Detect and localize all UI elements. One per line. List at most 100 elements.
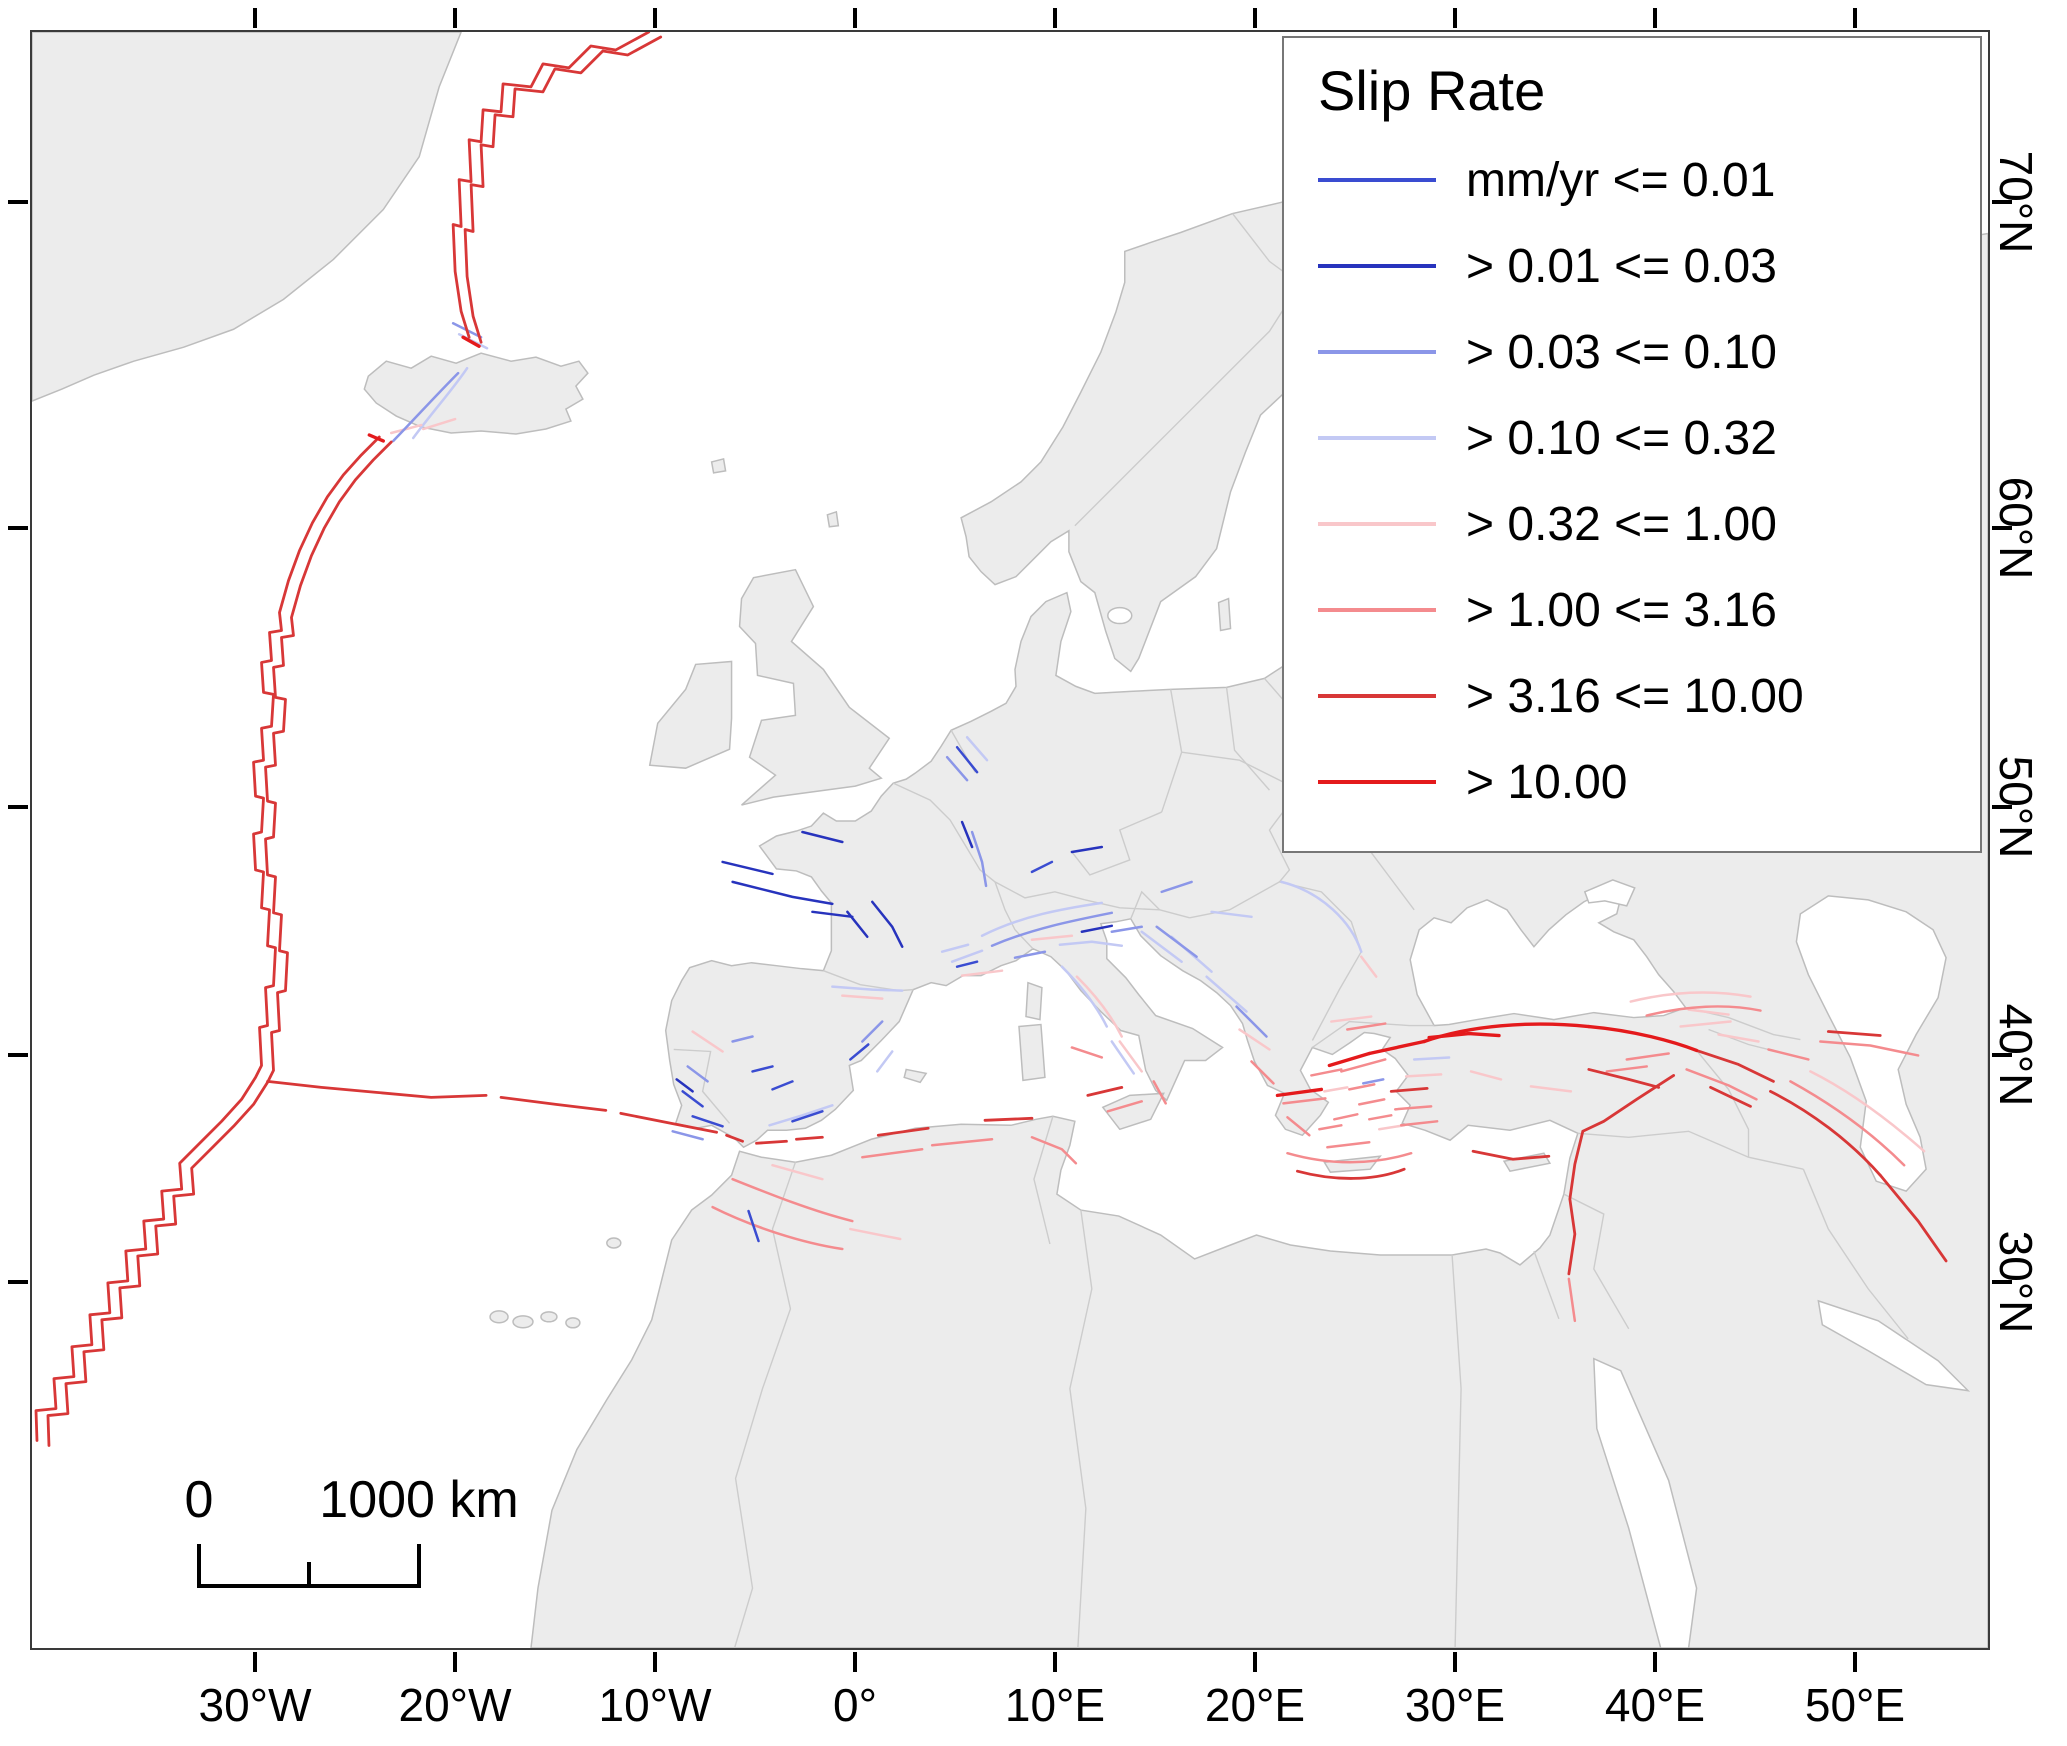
legend: Slip Rate mm/yr <= 0.01 > 0.01 <= 0.03 >… bbox=[1282, 36, 1982, 853]
lake-vanern bbox=[1107, 606, 1133, 625]
fault-layer-slip-lt-0.01 bbox=[681, 745, 1054, 1243]
shetland-islands bbox=[826, 510, 840, 528]
axis-tick bbox=[8, 805, 28, 809]
axis-tick bbox=[453, 1652, 457, 1672]
lon-axis-label: 20°W bbox=[398, 1679, 512, 1731]
fault-layer-slip-0.32-1.00 bbox=[390, 417, 1926, 1241]
map-plot-area: Slip Rate mm/yr <= 0.01 > 0.01 <= 0.03 >… bbox=[30, 30, 1990, 1650]
fault-layer-slip-3.16-10.00 bbox=[34, 32, 1948, 1447]
canary-island bbox=[565, 1317, 581, 1329]
lon-axis-label: 0° bbox=[833, 1679, 877, 1731]
axis-tick bbox=[1853, 1652, 1857, 1672]
lat-axis-label: 30°N bbox=[1990, 1230, 2042, 1334]
legend-line-swatch bbox=[1318, 436, 1436, 440]
axis-tick bbox=[853, 1652, 857, 1672]
scalebar-distance-label: 1000 km bbox=[319, 1471, 519, 1529]
lat-axis-label: 50°N bbox=[1990, 755, 2042, 859]
canary-island bbox=[489, 1310, 509, 1324]
lon-axis-label: 50°E bbox=[1804, 1679, 1906, 1731]
axis-tick bbox=[1653, 1652, 1657, 1672]
corsica-island bbox=[1025, 981, 1043, 1021]
legend-item-label: mm/yr <= 0.01 bbox=[1466, 153, 1776, 207]
madeira-island bbox=[606, 1237, 622, 1249]
canary-island bbox=[512, 1315, 534, 1329]
scalebar-tick bbox=[417, 1544, 421, 1588]
greenland-landmass bbox=[32, 32, 462, 402]
lat-axis-label: 70°N bbox=[1990, 150, 2042, 254]
axis-tick bbox=[1253, 1652, 1257, 1672]
legend-row: > 0.10 <= 0.32 bbox=[1318, 395, 1956, 481]
legend-line-swatch bbox=[1318, 350, 1436, 354]
lon-axis-label: 30°E bbox=[1404, 1679, 1506, 1731]
legend-item-label: > 0.10 <= 0.32 bbox=[1466, 411, 1777, 465]
fault-layer-slip-1.00-3.16 bbox=[711, 1005, 1920, 1323]
axis-tick bbox=[253, 8, 257, 28]
lon-axis-label: 30°W bbox=[198, 1679, 312, 1731]
lat-axis-label: 40°N bbox=[1990, 1003, 2042, 1107]
sea-of-azov bbox=[1583, 879, 1636, 907]
axis-tick bbox=[1253, 8, 1257, 28]
legend-item-label: > 0.03 <= 0.10 bbox=[1466, 325, 1777, 379]
legend-line-swatch bbox=[1318, 780, 1436, 784]
legend-line-swatch bbox=[1318, 178, 1436, 182]
scalebar-tick bbox=[307, 1562, 311, 1588]
red-sea bbox=[1593, 1357, 1698, 1648]
legend-row: > 0.03 <= 0.10 bbox=[1318, 309, 1956, 395]
axis-tick bbox=[253, 1652, 257, 1672]
axis-tick bbox=[8, 200, 28, 204]
axis-tick bbox=[1992, 1280, 2012, 1284]
persian-gulf bbox=[1817, 1299, 1971, 1392]
caspian-sea bbox=[1795, 895, 1947, 1192]
canary-island bbox=[540, 1311, 558, 1323]
axis-tick bbox=[8, 1053, 28, 1057]
scalebar-tick bbox=[197, 1544, 201, 1588]
legend-title: Slip Rate bbox=[1318, 59, 1546, 122]
axis-tick bbox=[1053, 8, 1057, 28]
legend-line-swatch bbox=[1318, 264, 1436, 268]
lon-axis-label: 20°E bbox=[1204, 1679, 1306, 1731]
legend-line-swatch bbox=[1318, 694, 1436, 698]
fault-layer-slip-0.01-0.03 bbox=[675, 820, 1114, 1093]
lat-axis-label: 60°N bbox=[1990, 476, 2042, 580]
legend-row: > 10.00 bbox=[1318, 739, 1956, 825]
axis-tick bbox=[453, 8, 457, 28]
legend-row: > 1.00 <= 3.16 bbox=[1318, 567, 1956, 653]
sardinia-island bbox=[1018, 1023, 1046, 1082]
fault-layer-slip-0.03-0.10 bbox=[392, 322, 1385, 1141]
scalebar bbox=[197, 1544, 421, 1588]
black-sea bbox=[1409, 891, 1687, 1027]
axis-tick bbox=[1992, 200, 2012, 204]
axis-tick bbox=[1053, 1652, 1057, 1672]
axis-tick bbox=[653, 8, 657, 28]
lon-axis-label: 10°E bbox=[1004, 1679, 1106, 1731]
great-britain-island bbox=[738, 568, 891, 806]
crete-island bbox=[1323, 1155, 1382, 1173]
legend-item-label: > 10.00 bbox=[1466, 755, 1628, 809]
legend-row: > 3.16 <= 10.00 bbox=[1318, 653, 1956, 739]
axis-tick bbox=[1853, 8, 1857, 28]
axis-tick bbox=[8, 526, 28, 530]
legend-item-label: > 1.00 <= 3.16 bbox=[1466, 583, 1777, 637]
axis-tick bbox=[1992, 526, 2012, 530]
fault-layer-slip-0.10-0.32 bbox=[411, 333, 1451, 1127]
lon-axis-label: 10°W bbox=[598, 1679, 712, 1731]
legend-line-swatch bbox=[1318, 608, 1436, 612]
axis-tick bbox=[1653, 8, 1657, 28]
legend-item-label: > 3.16 <= 10.00 bbox=[1466, 669, 1804, 723]
faroe-islands bbox=[710, 458, 727, 474]
lon-axis-label: 40°E bbox=[1604, 1679, 1706, 1731]
sicily-island bbox=[1101, 1092, 1165, 1131]
scalebar-zero-label: 0 bbox=[184, 1471, 214, 1529]
axis-tick bbox=[1992, 1053, 2012, 1057]
fault-layer-slip-gt-10 bbox=[367, 335, 1699, 1098]
legend-item-label: > 0.01 <= 0.03 bbox=[1466, 239, 1777, 293]
axis-tick bbox=[853, 8, 857, 28]
gotland-island bbox=[1217, 597, 1232, 632]
legend-row: > 0.01 <= 0.03 bbox=[1318, 223, 1956, 309]
axis-tick bbox=[1453, 8, 1457, 28]
sea-overlay-layer bbox=[1107, 467, 1971, 1648]
legend-row: mm/yr <= 0.01 bbox=[1318, 137, 1956, 223]
legend-item-label: > 0.32 <= 1.00 bbox=[1466, 497, 1777, 551]
legend-row: > 0.32 <= 1.00 bbox=[1318, 481, 1956, 567]
